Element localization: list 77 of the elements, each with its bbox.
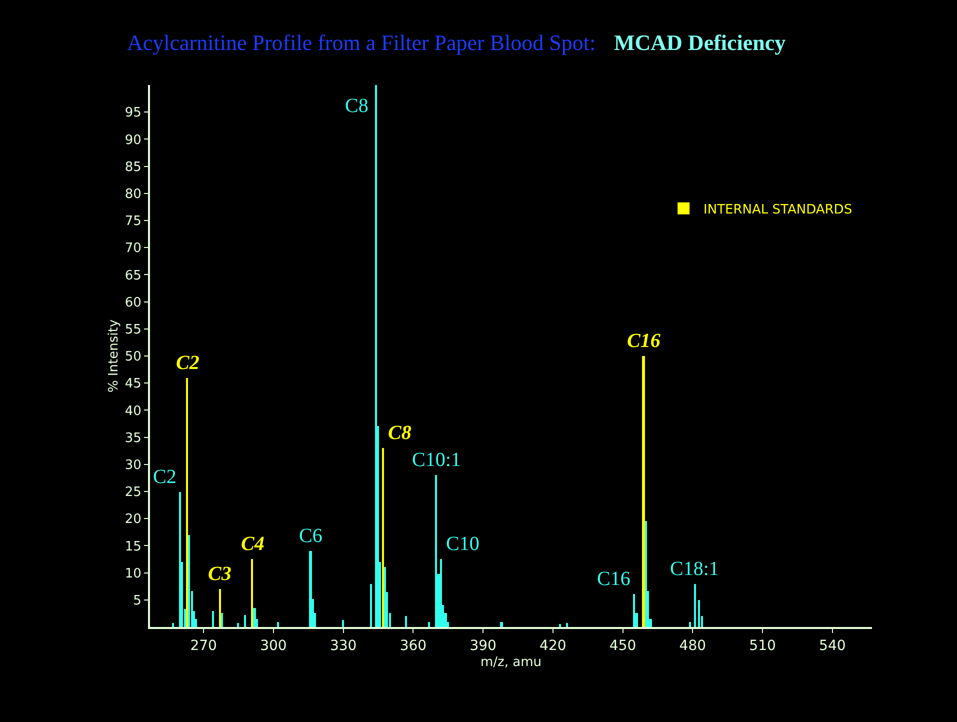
bar — [559, 624, 561, 627]
bar — [237, 623, 239, 627]
y-axis-title: % Intensity — [106, 319, 122, 393]
bar — [698, 600, 700, 627]
annotation: C3 — [208, 563, 232, 585]
bar — [642, 356, 645, 627]
x-tick-label: 300 — [260, 638, 287, 654]
y-tick-label: 35 — [124, 430, 142, 446]
bar — [633, 594, 635, 627]
y-tick-label: 10 — [124, 566, 142, 582]
bar — [251, 559, 253, 627]
bar — [172, 623, 174, 627]
y-tick-label: 30 — [124, 458, 142, 473]
bar — [186, 378, 188, 627]
bar — [566, 623, 568, 627]
bar — [219, 589, 221, 627]
y-tick-label: 50 — [124, 350, 142, 365]
y-tick-label: 55 — [124, 322, 142, 338]
annotation: C10 — [446, 533, 480, 555]
annotation: C8 — [345, 95, 368, 117]
y-tick-label: 5 — [133, 593, 142, 608]
x-tick-label: 480 — [679, 638, 706, 654]
y-tick-label: 75 — [124, 214, 142, 230]
bar — [179, 492, 181, 627]
y-tick-label: 65 — [124, 268, 142, 284]
y-tick-label: 95 — [124, 106, 142, 121]
bar — [188, 535, 190, 627]
y-tick-label: 70 — [124, 241, 142, 256]
bar — [212, 611, 214, 627]
annotation: C16 — [597, 568, 630, 590]
bar — [384, 567, 386, 627]
x-tick-label: 450 — [609, 638, 636, 654]
bar — [309, 551, 312, 627]
x-tick-label: 330 — [330, 638, 357, 654]
y-tick-label: 15 — [124, 539, 142, 554]
y-tick-label: 90 — [124, 132, 142, 148]
chart-title: Acylcarnitine Profile from a Filter Paper Blood Spot: — [127, 30, 596, 55]
y-tick-label: 40 — [124, 404, 142, 419]
chart-subtitle: MCAD Deficiency — [614, 30, 786, 55]
bar — [435, 475, 437, 627]
annotation: C10:1 — [412, 449, 461, 471]
bar — [375, 85, 377, 627]
bar — [405, 616, 407, 627]
x-tick-label: 540 — [819, 638, 846, 654]
x-axis-title: m/z, amu — [480, 654, 542, 670]
annotation: C6 — [299, 525, 322, 547]
bar — [244, 615, 246, 627]
annotation: C16 — [627, 330, 660, 352]
bar — [370, 584, 372, 627]
y-tick-label: 85 — [124, 160, 142, 175]
bar — [440, 559, 442, 627]
bar — [342, 620, 344, 627]
legend-label: INTERNAL STANDARDS — [704, 202, 852, 218]
annotation: C2 — [176, 352, 200, 374]
bar — [382, 448, 384, 627]
x-tick-label: 360 — [400, 638, 427, 654]
bar — [277, 622, 279, 627]
y-tick-label: 80 — [124, 186, 142, 202]
bar — [428, 622, 430, 627]
bar — [645, 521, 647, 627]
bar — [689, 622, 691, 627]
bar — [253, 608, 256, 627]
bar — [221, 613, 223, 627]
annotation: C4 — [241, 533, 264, 555]
annotation: C2 — [153, 466, 176, 488]
x-tick-label: 510 — [749, 638, 776, 654]
annotation: C8 — [388, 422, 412, 444]
y-tick-label: 45 — [124, 376, 142, 392]
bar — [500, 622, 503, 627]
y-tick-label: 20 — [124, 512, 142, 528]
bar — [694, 584, 696, 627]
x-tick-label: 420 — [540, 638, 566, 654]
y-tick-label: 25 — [124, 485, 142, 500]
x-tick-label: 390 — [470, 638, 496, 654]
annotation: C18:1 — [670, 558, 719, 580]
x-tick-label: 270 — [190, 638, 217, 654]
y-tick-label: 60 — [124, 295, 142, 310]
